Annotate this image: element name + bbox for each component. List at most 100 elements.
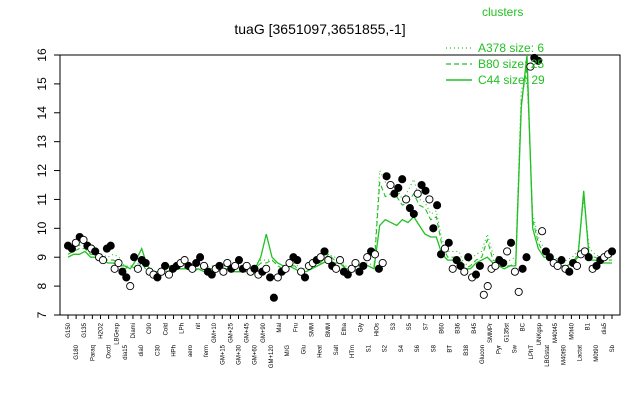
data-point [592, 261, 601, 270]
data-point [231, 261, 240, 270]
x-tick-label: dia15 [123, 344, 129, 359]
y-tick-label: 7 [35, 311, 49, 318]
data-point [126, 282, 135, 291]
x-tick-label: BC [521, 322, 527, 331]
data-point [269, 293, 278, 302]
x-tick-label: Sw [513, 344, 519, 353]
data-point [332, 264, 341, 273]
data-point [161, 261, 170, 270]
x-tick-label: Glu [301, 345, 307, 354]
x-tick-label: dia5 [602, 322, 608, 334]
data-point [164, 270, 174, 279]
y-tick-label: 10 [35, 221, 49, 235]
data-point [242, 261, 251, 270]
data-point [234, 256, 244, 265]
x-axis: G150 G180 G135 Paraq H2O2 OxctlLBGexpdia15Dia… [66, 315, 616, 368]
data-point [300, 273, 310, 282]
x-tick-label: ferm [204, 345, 210, 357]
x-tick-label: GM+30 [237, 344, 243, 365]
legend-title: clusters [482, 5, 523, 19]
data-point [409, 209, 418, 218]
data-point [266, 273, 275, 282]
x-tick-label: Mal [277, 323, 283, 333]
x-tick-label: Lactat [578, 345, 584, 362]
data-point [483, 282, 492, 291]
x-tick-label: B60 [439, 322, 445, 333]
data-point [370, 250, 380, 259]
x-tick-label: LPhT [529, 345, 535, 360]
data-point [565, 267, 574, 276]
x-tick-label: C90 [147, 322, 153, 334]
y-tick-label: 16 [35, 48, 49, 62]
x-tick-label: Fru [293, 323, 299, 332]
x-tick-label: Gly [358, 323, 364, 332]
data-point [130, 253, 139, 262]
data-point [133, 264, 142, 273]
y-tick-label: 13 [35, 135, 49, 149]
data-point [110, 264, 119, 273]
data-point [607, 247, 617, 256]
data-point [223, 258, 232, 268]
data-point [106, 241, 115, 250]
x-tick-label: B1 [586, 322, 592, 330]
data-point [207, 270, 216, 279]
x-tick-label: S3 [391, 322, 397, 330]
x-tick-label: B38 [464, 344, 470, 355]
x-tick-label: G135 [82, 322, 88, 337]
data-point [215, 261, 224, 270]
y-tick-label: 15 [35, 77, 49, 91]
data-point [71, 238, 80, 247]
x-tick-label: Paraq [90, 345, 96, 361]
x-tick-label: BT [448, 345, 454, 353]
legend-entry-b80: B80 size: 25 [478, 57, 544, 71]
data-point [250, 264, 259, 273]
data-point [440, 244, 449, 253]
x-tick-label: GM+120 [269, 344, 275, 368]
data-point [394, 183, 403, 192]
x-tick-label: G135st [504, 323, 510, 343]
data-point [456, 261, 465, 270]
x-tick-label: Etha [342, 322, 348, 335]
x-tick-label: S8 [431, 344, 437, 352]
data-point [572, 261, 582, 270]
x-tick-label: HTm [350, 345, 356, 358]
x-tick-label: B36 [456, 322, 462, 333]
data-point [262, 264, 271, 273]
data-point [378, 258, 387, 268]
data-point [538, 227, 547, 236]
x-tick-label: M0t90 [594, 344, 600, 361]
x-tick-label: B45 [472, 322, 478, 333]
x-tick-label: LBGstat [545, 345, 551, 367]
x-tick-label: H2O2 [98, 322, 104, 338]
y-tick-label: 11 [35, 193, 49, 206]
data-point [433, 201, 442, 210]
data-point [98, 256, 108, 265]
data-point [444, 238, 453, 247]
x-tick-label: Diami [131, 323, 137, 338]
x-tick-label: Sb [610, 344, 616, 352]
data-point [452, 256, 461, 265]
x-tick-label: G180 [74, 344, 80, 359]
data-point [363, 253, 372, 262]
x-tick-label: SMM [310, 323, 316, 337]
legend: clusters A378 size: 6 B80 size: 25 C44 s… [446, 5, 545, 87]
data-point [545, 253, 554, 262]
data-point [475, 261, 484, 270]
points-layer [63, 53, 617, 302]
data-point [518, 264, 527, 273]
data-point [79, 235, 88, 244]
data-point [425, 195, 434, 204]
x-tick-label: Salt [334, 345, 340, 356]
data-point [91, 247, 100, 256]
x-tick-label: LBGexp [115, 322, 121, 344]
x-tick-label: M/G [285, 345, 291, 357]
y-tick-label: 8 [35, 282, 49, 289]
data-point [499, 258, 508, 268]
data-point [471, 270, 481, 279]
x-tick-label: Cold [163, 323, 169, 335]
x-tick-label: S6 [415, 344, 421, 352]
x-tick-label: C30 [155, 344, 161, 356]
x-tick-label: S1 [366, 344, 372, 352]
x-tick-label: GM+45 [245, 322, 251, 343]
data-point [355, 267, 364, 276]
